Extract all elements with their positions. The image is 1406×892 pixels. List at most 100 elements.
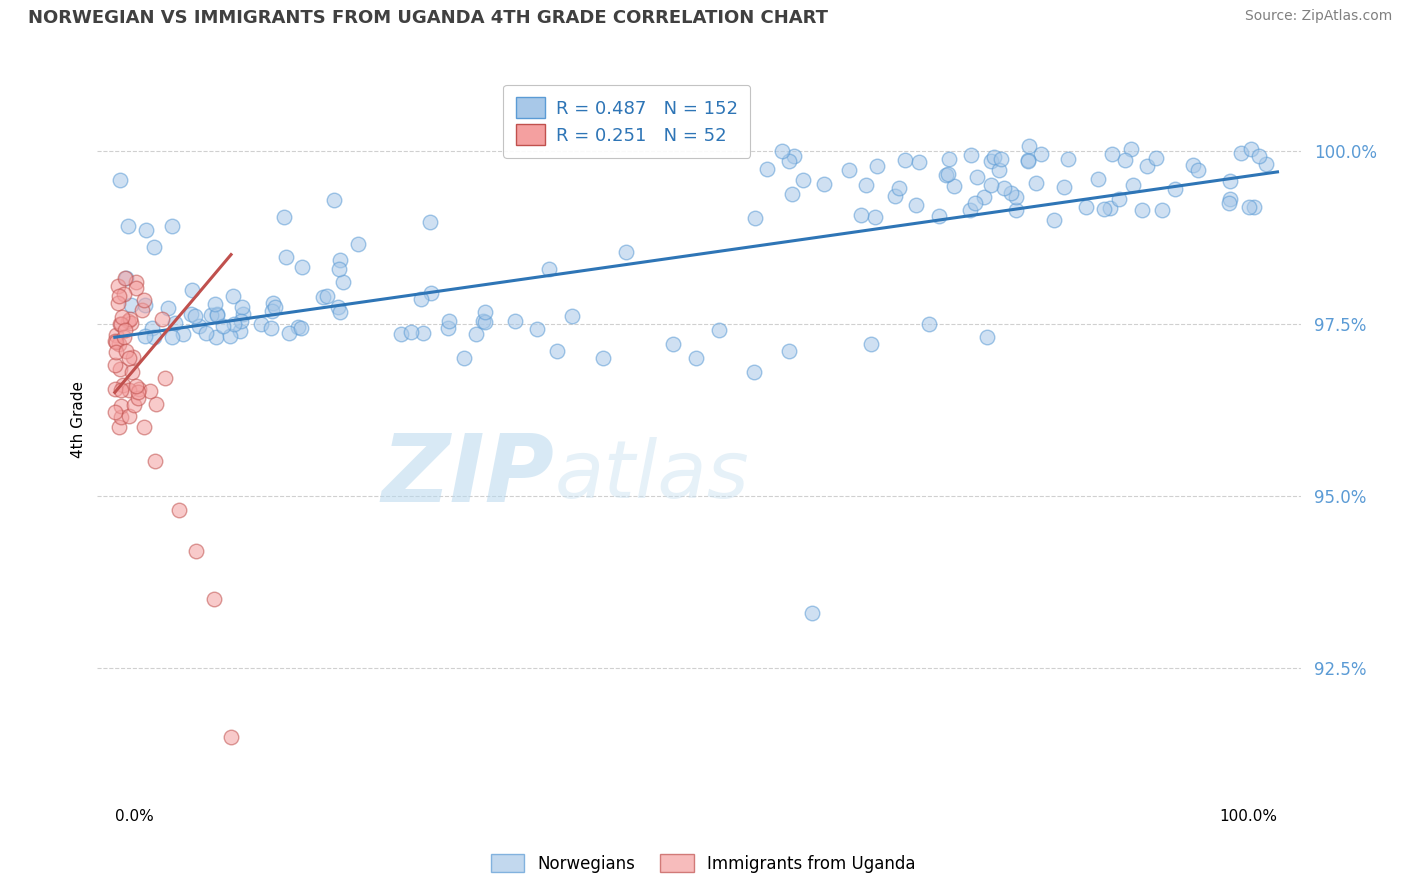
Legend: R = 0.487   N = 152, R = 0.251   N = 52: R = 0.487 N = 152, R = 0.251 N = 52	[503, 85, 751, 158]
Point	[316, 288, 339, 302]
Point	[122, 398, 145, 412]
Point	[887, 181, 910, 195]
Legend: Norwegians, Immigrants from Uganda: Norwegians, Immigrants from Uganda	[484, 847, 922, 880]
Point	[756, 161, 779, 176]
Point	[219, 730, 242, 744]
Point	[401, 325, 423, 339]
Point	[778, 344, 800, 359]
Point	[117, 219, 139, 233]
Text: NORWEGIAN VS IMMIGRANTS FROM UGANDA 4TH GRADE CORRELATION CHART: NORWEGIAN VS IMMIGRANTS FROM UGANDA 4TH …	[28, 9, 828, 27]
Point	[181, 283, 204, 297]
Point	[104, 334, 127, 348]
Point	[145, 454, 167, 468]
Point	[1017, 153, 1039, 167]
Point	[1237, 200, 1260, 214]
Point	[883, 188, 905, 202]
Point	[1119, 142, 1142, 156]
Point	[204, 297, 226, 311]
Point	[131, 302, 153, 317]
Point	[851, 208, 873, 222]
Point	[112, 377, 135, 392]
Text: 0.0%: 0.0%	[115, 809, 153, 824]
Point	[184, 309, 207, 323]
Point	[195, 326, 218, 340]
Point	[287, 320, 309, 334]
Point	[960, 148, 983, 162]
Text: atlas: atlas	[554, 437, 749, 516]
Point	[135, 222, 157, 236]
Point	[1130, 203, 1153, 218]
Point	[503, 314, 526, 328]
Point	[219, 329, 242, 343]
Point	[1000, 186, 1022, 200]
Point	[437, 321, 460, 335]
Point	[260, 320, 283, 334]
Point	[1218, 195, 1240, 210]
Point	[472, 314, 495, 328]
Point	[326, 300, 349, 314]
Point	[262, 296, 284, 310]
Point	[108, 317, 131, 331]
Point	[188, 319, 211, 334]
Point	[1087, 172, 1109, 186]
Point	[614, 244, 637, 259]
Point	[110, 317, 132, 331]
Point	[276, 250, 298, 264]
Point	[108, 336, 131, 351]
Point	[142, 240, 165, 254]
Point	[160, 330, 183, 344]
Point	[291, 260, 314, 275]
Point	[104, 345, 127, 359]
Point	[229, 314, 252, 328]
Point	[1004, 190, 1026, 204]
Point	[990, 152, 1012, 166]
Point	[744, 211, 766, 225]
Point	[180, 307, 202, 321]
Point	[108, 173, 131, 187]
Point	[662, 337, 685, 351]
Point	[162, 219, 184, 234]
Point	[118, 383, 141, 397]
Point	[134, 298, 156, 312]
Point	[125, 275, 148, 289]
Point	[329, 252, 352, 267]
Point	[419, 285, 441, 300]
Point	[250, 317, 273, 331]
Point	[165, 316, 187, 330]
Point	[128, 383, 150, 397]
Point	[453, 351, 475, 365]
Point	[928, 209, 950, 223]
Point	[411, 292, 433, 306]
Point	[110, 409, 132, 424]
Point	[347, 236, 370, 251]
Point	[1122, 178, 1144, 192]
Point	[312, 290, 335, 304]
Point	[1101, 146, 1123, 161]
Point	[1005, 202, 1028, 217]
Point	[117, 314, 139, 328]
Point	[1018, 139, 1040, 153]
Point	[104, 359, 127, 373]
Point	[273, 211, 295, 225]
Point	[938, 152, 960, 166]
Point	[770, 145, 793, 159]
Point	[173, 326, 195, 341]
Point	[142, 330, 165, 344]
Point	[685, 351, 707, 365]
Point	[108, 362, 131, 376]
Point	[389, 327, 412, 342]
Point	[114, 323, 136, 337]
Point	[141, 321, 163, 335]
Point	[157, 301, 180, 316]
Point	[935, 168, 957, 182]
Point	[108, 289, 131, 303]
Point	[115, 271, 138, 285]
Point	[112, 287, 135, 301]
Point	[232, 307, 254, 321]
Point	[1187, 162, 1209, 177]
Point	[801, 606, 824, 620]
Point	[200, 308, 222, 322]
Point	[104, 335, 127, 350]
Point	[118, 409, 141, 423]
Point	[107, 420, 129, 434]
